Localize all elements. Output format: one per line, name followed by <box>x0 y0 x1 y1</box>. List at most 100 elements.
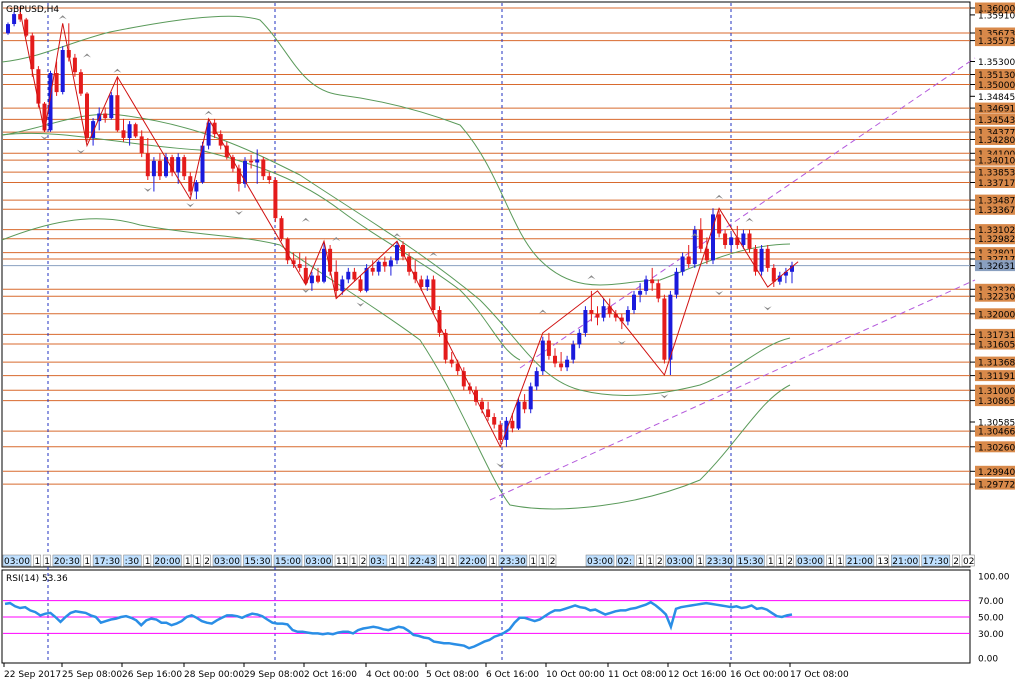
session-tag-box <box>646 554 654 567</box>
session-tag: 02: <box>618 557 632 567</box>
candle-body <box>236 168 241 184</box>
fractal-up <box>83 53 91 58</box>
candle-body <box>638 290 643 295</box>
session-tag-box <box>439 554 447 567</box>
price-tag <box>975 166 1015 178</box>
candles <box>6 6 794 447</box>
candle-body <box>224 145 229 158</box>
session-tag-box <box>273 554 303 567</box>
fractal-down <box>763 306 772 311</box>
candle-body <box>571 344 576 360</box>
price-tag <box>975 35 1015 47</box>
session-tag-box <box>826 554 834 567</box>
candle-body <box>127 124 132 138</box>
candle-body <box>322 248 326 282</box>
candle-body <box>583 310 588 333</box>
price-tag <box>975 283 1015 295</box>
candle-body <box>176 157 181 173</box>
fractal-down <box>143 187 152 192</box>
candle-body <box>492 417 497 425</box>
candle-body <box>194 182 199 192</box>
session-tag-box <box>143 554 152 567</box>
rsi-label: RSI(14) 53.36 <box>6 574 68 584</box>
price-tag <box>975 126 1015 138</box>
session-tag: 2 <box>787 557 793 567</box>
candle-body <box>455 363 460 372</box>
price-tag <box>975 233 1015 245</box>
fractal-up <box>538 309 547 314</box>
candle-body <box>692 229 697 265</box>
rsi-axis-label: 70.00 <box>978 597 1004 607</box>
price-tag <box>975 425 1015 437</box>
current-price-tag <box>975 260 1015 272</box>
candle-body <box>170 157 175 173</box>
candle-body <box>133 124 138 137</box>
price-tag <box>975 224 1015 236</box>
price-label: 1.32982 <box>978 235 1015 245</box>
session-tag: 15:00 <box>275 557 301 567</box>
price-label: 1.35300 <box>978 58 1015 68</box>
session-tag-box <box>529 554 537 567</box>
candle-body <box>164 157 168 177</box>
candle-body <box>662 298 667 360</box>
candle-body <box>619 317 624 322</box>
price-label: 1.33487 <box>978 197 1015 207</box>
session-tag: 21:00 <box>847 557 873 567</box>
candle-body <box>546 340 551 356</box>
price-label: 1.30466 <box>978 428 1015 438</box>
price-label: 1.30260 <box>978 443 1015 453</box>
candle-body <box>255 159 260 163</box>
session-tag: 1 <box>647 557 653 567</box>
candle-body <box>553 355 557 364</box>
candle-body <box>419 279 424 287</box>
candle-body <box>182 157 187 177</box>
candle-body <box>12 14 17 24</box>
price-tag <box>975 194 1015 206</box>
session-tag: 1 <box>778 557 784 567</box>
session-tag-box <box>636 554 645 567</box>
fractal-down <box>40 135 49 140</box>
price-label: 1.34543 <box>978 116 1015 126</box>
price-tag <box>975 441 1015 453</box>
candle-body <box>388 260 393 267</box>
fractal-up <box>204 110 213 115</box>
session-tag: 15:30 <box>737 557 763 567</box>
price-tag <box>975 79 1015 90</box>
session-tag: 20:30 <box>54 557 80 567</box>
session-tag: 1 <box>390 557 396 567</box>
session-tag-box <box>52 554 82 567</box>
price-tag <box>975 154 1015 166</box>
date-label: 28 Sep 00:00 <box>184 670 244 680</box>
session-tag: 1 <box>768 557 774 567</box>
zigzag-line <box>19 11 799 449</box>
candle-body <box>765 248 770 268</box>
candle-body <box>42 103 47 131</box>
session-tag: 2 <box>204 557 210 567</box>
session-tag-box <box>961 554 975 567</box>
price-tag <box>975 338 1015 350</box>
session-tag-box <box>655 554 664 567</box>
session-tag: 22:00 <box>460 557 486 567</box>
session-tag: 1 <box>450 557 456 567</box>
session-tag-box <box>548 554 557 567</box>
rsi-axis-label: 50.00 <box>978 614 1004 624</box>
price-label: 1.31731 <box>978 331 1015 341</box>
session-tag-box <box>786 554 794 567</box>
session-tag: 1 <box>44 557 50 567</box>
candle-body <box>346 271 351 280</box>
fractal-down <box>301 288 310 293</box>
candle-body <box>516 401 521 429</box>
session-tag-box <box>458 554 487 567</box>
session-tag-box <box>42 554 51 567</box>
session-tag-box <box>183 554 192 567</box>
candle-body <box>285 238 290 261</box>
price-tag <box>975 290 1015 302</box>
candle-body <box>741 233 746 245</box>
session-tag-box <box>83 554 91 567</box>
session-tag: 17:30 <box>94 557 120 567</box>
candle-body <box>188 176 193 192</box>
session-tags: 03:00 1 1 20:30 1 17:30:30 1 20:00 1 1 2 03:00 15:30… <box>2 554 975 567</box>
candle-body <box>674 271 679 295</box>
session-tag: 1 <box>351 557 357 567</box>
